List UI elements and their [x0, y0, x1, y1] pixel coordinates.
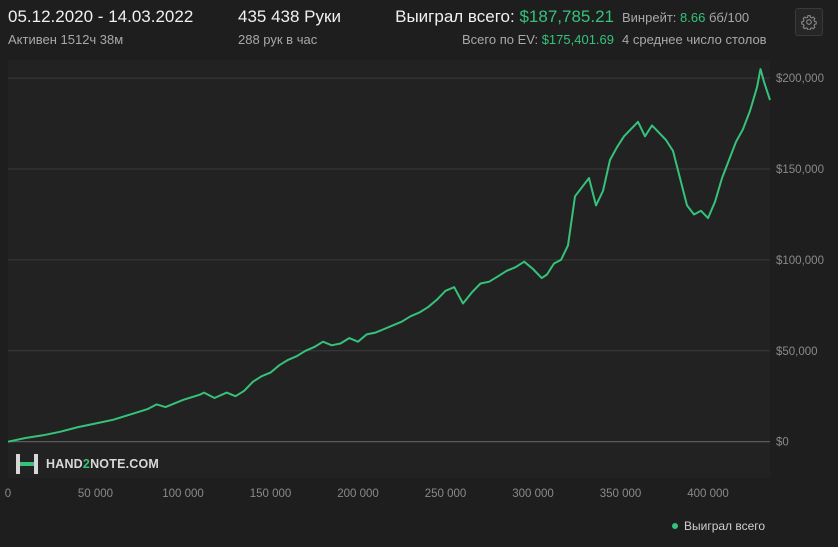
series-line	[7, 68, 771, 443]
active-time: Активен 1512ч 38м	[8, 32, 124, 47]
y-tick-label: $50,000	[776, 346, 818, 358]
winrate-label: Винрейт:	[622, 10, 677, 25]
ev-total: Всего по EV: $175,401.69	[382, 31, 614, 49]
winrate-unit: бб/100	[708, 10, 750, 25]
won-total-label: Выиграл всего:	[395, 7, 515, 26]
plot-background	[8, 60, 770, 478]
hand2note-logo-icon	[16, 454, 38, 474]
x-tick-label: 100 000	[162, 488, 204, 500]
x-tick-label: 50 000	[77, 488, 114, 500]
x-tick-label: 200 000	[337, 488, 379, 500]
y-tick-label: $200,000	[776, 73, 824, 85]
x-tick-label: 150 000	[249, 488, 292, 500]
ev-total-value: $175,401.69	[541, 32, 614, 47]
winnings-block: Выиграл всего: $187,785.21 Всего по EV: …	[382, 7, 614, 49]
x-tick-label: 300 000	[512, 488, 554, 500]
y-tick-label: $100,000	[776, 255, 824, 267]
settings-button[interactable]	[795, 8, 823, 36]
chart-svg: $0 $50,000 $100,000 $150,000 $200,000	[7, 60, 824, 478]
stats-header: 05.12.2020 - 14.03.2022 Активен 1512ч 38…	[0, 0, 838, 58]
hands-per-hour: 288 рук в час	[238, 32, 318, 47]
date-range: 05.12.2020 - 14.03.2022	[8, 7, 194, 26]
legend-label: Выиграл всего	[684, 519, 766, 533]
winrate: Винрейт: 8.66 бб/100	[622, 9, 767, 27]
hands-block: 435 438 Руки 288 рук в час	[238, 7, 341, 49]
avg-tables: 4 среднее число столов	[622, 32, 767, 47]
won-total: Выиграл всего: $187,785.21	[382, 7, 614, 27]
x-tick-label: 0	[4, 488, 12, 500]
x-tick-label: 400 000	[687, 488, 729, 500]
winrate-value: 8.66	[680, 10, 706, 25]
hand2note-watermark: HAND2NOTE.COM	[14, 452, 159, 476]
gear-icon	[801, 15, 817, 30]
y-tick-label: $150,000	[776, 164, 824, 176]
date-block: 05.12.2020 - 14.03.2022 Активен 1512ч 38…	[8, 7, 193, 49]
hands-total: 435 438 Руки	[238, 7, 341, 26]
winrate-block: Винрейт: 8.66 бб/100 4 среднее число сто…	[622, 9, 767, 49]
y-tick-label: $0	[776, 437, 789, 449]
x-tick-label: 250 000	[424, 488, 467, 500]
hand2note-text: HAND2NOTE.COM	[46, 457, 160, 471]
won-total-value: $187,785.21	[519, 7, 614, 26]
legend-marker	[672, 523, 678, 529]
chart-legend[interactable]: Выиграл всего	[672, 519, 765, 533]
ev-total-label: Всего по EV:	[462, 32, 539, 47]
winnings-chart: $0 $50,000 $100,000 $150,000 $200,000	[0, 60, 838, 480]
x-tick-label: 350 000	[599, 488, 642, 500]
